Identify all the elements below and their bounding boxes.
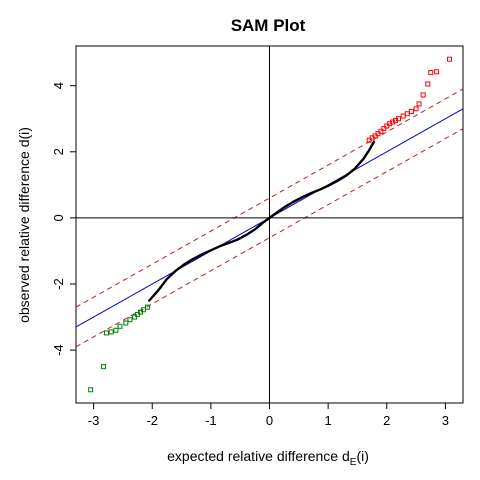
data-point	[145, 304, 151, 310]
reference-line-delta-upper	[76, 88, 463, 308]
data-point	[123, 320, 129, 326]
data-point	[400, 113, 406, 119]
x-tick-label: 0	[266, 413, 273, 428]
data-point	[408, 108, 414, 114]
series-significant-up-regulated	[366, 56, 453, 143]
y-tick-label: 0	[51, 214, 66, 221]
y-axis-ticks: -4 -2 0 2 4	[51, 82, 76, 356]
data-point	[416, 101, 422, 107]
data-point	[117, 323, 123, 329]
y-tick-label: 2	[51, 148, 66, 155]
x-tick-label: 3	[442, 413, 449, 428]
x-axis-label-main: expected relative difference d	[167, 448, 350, 464]
x-tick-label: -1	[205, 413, 217, 428]
data-point	[420, 92, 426, 98]
data-point	[378, 128, 384, 134]
chart-title: SAM Plot	[231, 16, 306, 35]
data-point	[425, 81, 431, 87]
zero-axes	[76, 46, 463, 403]
data-point	[101, 364, 107, 370]
data-point	[434, 69, 440, 75]
data-point	[428, 69, 434, 75]
data-point	[396, 116, 401, 122]
x-tick-label: -2	[146, 413, 158, 428]
data-point	[447, 56, 453, 62]
data-point	[127, 317, 133, 323]
null-curve-layer	[148, 140, 376, 302]
y-tick-label: -4	[51, 344, 66, 356]
data-point	[381, 126, 387, 132]
data-point	[103, 330, 109, 336]
x-axis-ticks: -3 -2 -1 0 1 2 3	[88, 403, 449, 428]
y-tick-label: 4	[51, 82, 66, 89]
data-point	[88, 387, 94, 393]
x-tick-label: -3	[88, 413, 100, 428]
x-tick-label: 1	[325, 413, 332, 428]
y-tick-label: -2	[51, 278, 66, 290]
x-tick-label: 2	[383, 413, 390, 428]
data-point	[413, 106, 419, 112]
x-axis-label-suffix: (i)	[356, 448, 368, 464]
series-significant-down-regulated	[88, 304, 151, 393]
y-axis-label: observed relative difference d(i)	[16, 127, 32, 323]
data-point	[135, 311, 141, 317]
x-axis-label: expected relative difference dE(i)	[167, 448, 369, 468]
data-point	[113, 327, 119, 333]
data-point	[404, 111, 410, 117]
x-axis-label-subscript: E	[350, 457, 357, 468]
data-point	[132, 314, 138, 320]
significant-points-layer	[88, 56, 453, 393]
data-point	[108, 329, 114, 335]
null-gene-curve	[148, 140, 376, 302]
